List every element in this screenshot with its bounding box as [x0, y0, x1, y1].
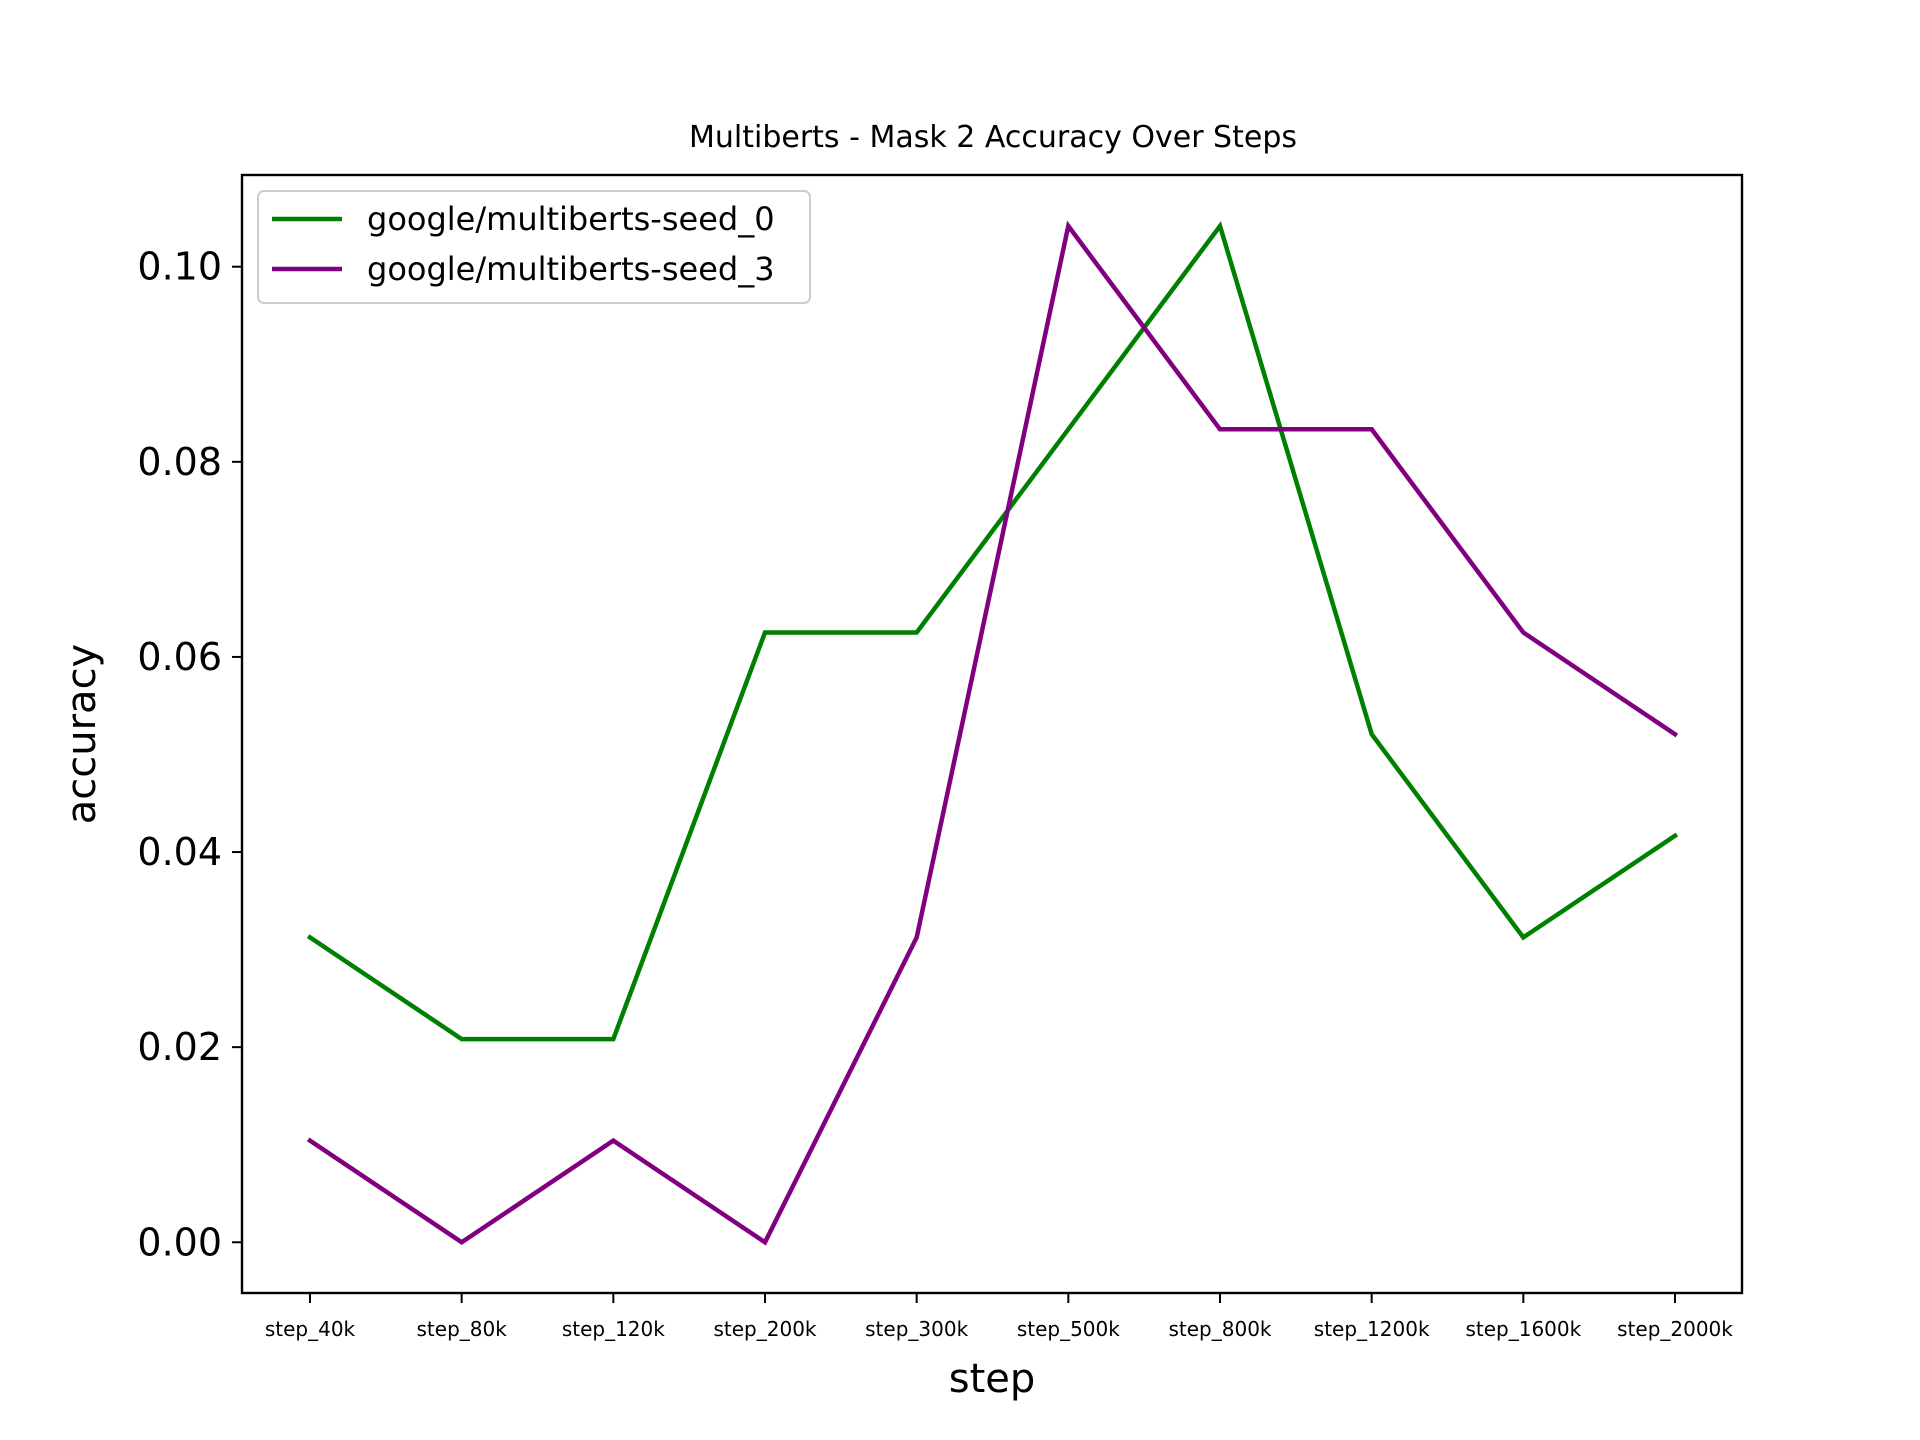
legend-label-seed-0: google/multiberts-seed_0	[367, 200, 775, 238]
x-tick-label: step_800k	[1168, 1317, 1271, 1341]
x-axis-ticks: step_40k step_80k step_120k step_200k step_3…	[265, 1293, 1733, 1341]
legend-label-seed-3: google/multiberts-seed_3	[367, 250, 775, 288]
x-tick-label: step_40k	[265, 1317, 356, 1341]
x-tick-label: step_1600k	[1465, 1317, 1581, 1341]
x-tick-label: step_80k	[417, 1317, 508, 1341]
y-axis-label: accuracy	[59, 644, 105, 824]
x-tick-label: step_300k	[865, 1317, 968, 1341]
x-tick-label: step_1200k	[1314, 1317, 1430, 1341]
x-tick-label: step_500k	[1017, 1317, 1120, 1341]
y-tick-label: 0.10	[137, 245, 222, 289]
x-tick-label: step_2000k	[1617, 1317, 1733, 1341]
legend: google/multiberts-seed_0 google/multiber…	[257, 190, 811, 304]
series-line-0	[306, 221, 1679, 1042]
legend-box	[257, 190, 811, 304]
y-axis-ticks: 0.00 0.02 0.04 0.06 0.08 0.10	[137, 245, 242, 1264]
x-axis-label: step	[949, 1356, 1036, 1402]
y-tick-label: 0.08	[137, 440, 222, 484]
y-tick-label: 0.02	[137, 1025, 222, 1069]
plot-area	[306, 220, 1679, 1246]
series-line-1	[306, 220, 1679, 1246]
y-tick-label: 0.06	[137, 635, 222, 679]
y-tick-label: 0.04	[137, 830, 222, 874]
x-tick-label: step_200k	[713, 1317, 816, 1341]
y-tick-label: 0.00	[137, 1220, 222, 1264]
x-tick-label: step_120k	[562, 1317, 665, 1341]
axes-frame	[240, 173, 1744, 1295]
chart-title: Multiberts - Mask 2 Accuracy Over Steps	[689, 120, 1297, 155]
